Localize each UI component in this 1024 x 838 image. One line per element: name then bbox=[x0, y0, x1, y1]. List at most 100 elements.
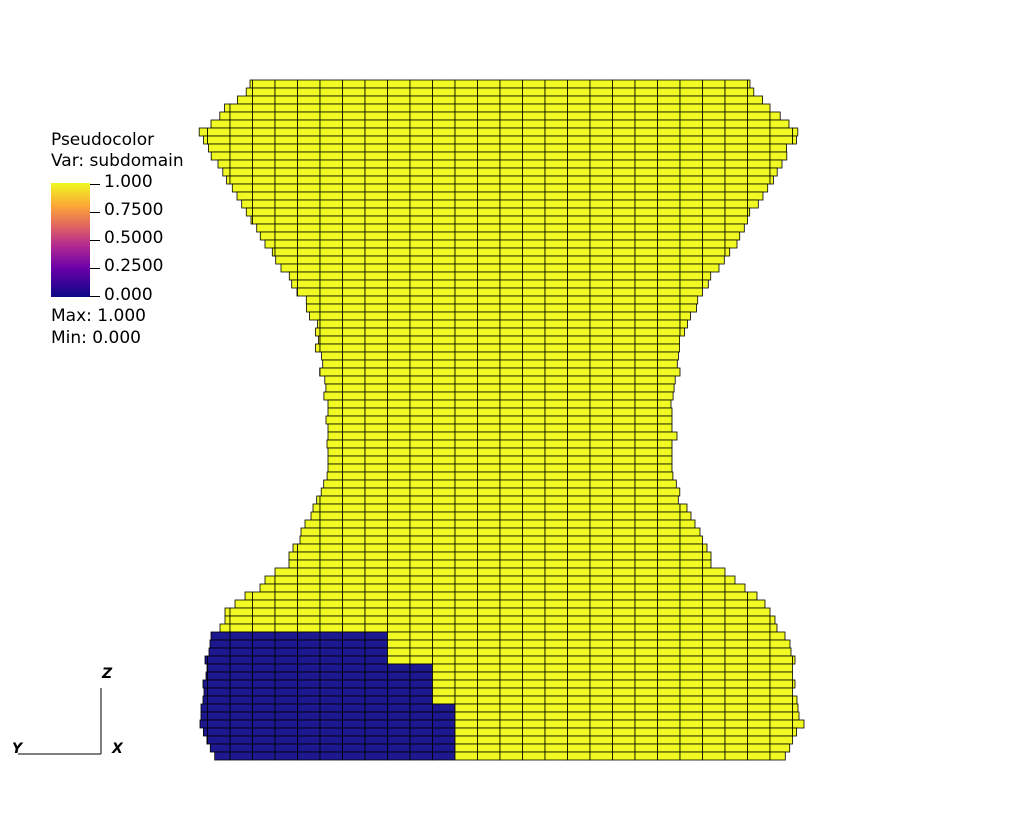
mesh-cell bbox=[589, 671, 613, 681]
mesh-cell bbox=[229, 151, 253, 161]
mesh-cell bbox=[432, 655, 456, 665]
mesh-cell bbox=[297, 143, 321, 153]
mesh-cell bbox=[252, 623, 276, 633]
mesh-cell bbox=[364, 751, 388, 761]
mesh-cell bbox=[454, 743, 478, 753]
mesh-cell bbox=[409, 687, 433, 697]
mesh-cell bbox=[567, 239, 591, 249]
mesh-cell bbox=[634, 199, 658, 209]
mesh-cell bbox=[724, 231, 741, 241]
mesh-cell bbox=[319, 727, 343, 737]
mesh-cell bbox=[229, 631, 253, 641]
mesh-cell bbox=[259, 231, 276, 241]
mesh-cell bbox=[769, 175, 774, 185]
mesh-cell bbox=[522, 463, 546, 473]
tick-mark bbox=[90, 296, 100, 297]
mesh-cell bbox=[522, 271, 546, 281]
mesh-cell bbox=[477, 359, 501, 369]
mesh-cell bbox=[477, 695, 501, 705]
mesh-cell bbox=[454, 471, 478, 481]
mesh-cell bbox=[724, 143, 748, 153]
mesh-cell bbox=[432, 519, 456, 529]
mesh-cell bbox=[612, 199, 636, 209]
mesh-cell bbox=[297, 703, 321, 713]
mesh-cell bbox=[342, 543, 366, 553]
mesh-cell bbox=[679, 543, 703, 553]
mesh-cell bbox=[477, 607, 501, 617]
mesh-cell bbox=[387, 519, 411, 529]
mesh-cell bbox=[364, 439, 388, 449]
mesh-cell bbox=[544, 559, 568, 569]
mesh-cell bbox=[454, 127, 478, 137]
mesh-cell bbox=[229, 679, 253, 689]
mesh-cell bbox=[522, 303, 546, 313]
mesh-cell bbox=[364, 327, 388, 337]
mesh-cell bbox=[657, 111, 681, 121]
mesh-cell bbox=[522, 559, 546, 569]
mesh-cell bbox=[432, 159, 456, 169]
mesh-cell bbox=[477, 503, 501, 513]
mesh-cell bbox=[612, 335, 636, 345]
tick-mark bbox=[90, 184, 100, 185]
mesh-cell bbox=[589, 559, 613, 569]
mesh-cell bbox=[387, 575, 411, 585]
mesh-cell bbox=[319, 159, 343, 169]
mesh-cell bbox=[477, 367, 501, 377]
mesh-cell bbox=[634, 135, 658, 145]
mesh-cell bbox=[544, 287, 568, 297]
mesh-cell bbox=[679, 735, 703, 745]
mesh-cell bbox=[522, 287, 546, 297]
mesh-cell bbox=[612, 367, 636, 377]
mesh-cell bbox=[612, 287, 636, 297]
mesh-cell bbox=[342, 447, 366, 457]
mesh-cell bbox=[454, 191, 478, 201]
mesh-cell bbox=[612, 271, 636, 281]
mesh-cell bbox=[657, 607, 681, 617]
mesh-cell bbox=[252, 135, 276, 145]
mesh-cell bbox=[589, 727, 613, 737]
mesh-cell bbox=[657, 351, 679, 361]
mesh-cell bbox=[454, 351, 478, 361]
mesh-cell bbox=[319, 527, 343, 537]
mesh-cell bbox=[319, 631, 343, 641]
mesh-cell bbox=[387, 615, 411, 625]
mesh-cell bbox=[432, 455, 456, 465]
mesh-cell bbox=[432, 151, 456, 161]
mesh-cell bbox=[499, 719, 523, 729]
mesh-cell bbox=[657, 255, 681, 265]
mesh-cell bbox=[280, 263, 298, 273]
mesh-cell bbox=[634, 127, 658, 137]
mesh-cell bbox=[409, 471, 433, 481]
mesh-cell bbox=[432, 79, 456, 89]
mesh-cell bbox=[274, 239, 298, 249]
mesh-cell bbox=[342, 519, 366, 529]
mesh-cell bbox=[499, 639, 523, 649]
mesh-cell bbox=[612, 743, 636, 753]
mesh-cell bbox=[634, 711, 658, 721]
mesh-cell bbox=[679, 231, 703, 241]
mesh-cell bbox=[612, 103, 636, 113]
mesh-cell bbox=[567, 471, 591, 481]
mesh-cell bbox=[612, 479, 636, 489]
mesh-cell bbox=[724, 647, 748, 657]
mesh-cell bbox=[634, 183, 658, 193]
mesh-cell bbox=[432, 615, 456, 625]
mesh-cell bbox=[589, 303, 613, 313]
mesh-cell bbox=[364, 375, 388, 385]
mesh-cell bbox=[657, 527, 681, 537]
mesh-cell bbox=[657, 447, 673, 457]
mesh-cell bbox=[387, 191, 411, 201]
mesh-cell bbox=[567, 359, 591, 369]
mesh-cell bbox=[364, 639, 388, 649]
mesh-cell bbox=[612, 279, 636, 289]
mesh-cell bbox=[319, 231, 343, 241]
mesh-cell bbox=[634, 559, 658, 569]
mesh-cell bbox=[387, 671, 411, 681]
mesh-cell bbox=[702, 591, 726, 601]
mesh-cell bbox=[679, 327, 685, 337]
mesh-cell bbox=[325, 383, 343, 393]
mesh-cell bbox=[544, 239, 568, 249]
mesh-cell bbox=[387, 727, 411, 737]
mesh-cell bbox=[297, 279, 321, 289]
